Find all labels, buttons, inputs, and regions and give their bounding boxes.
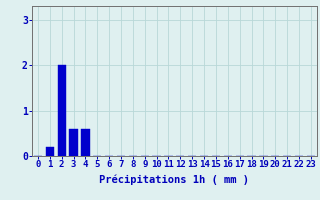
Bar — [46, 147, 54, 156]
X-axis label: Précipitations 1h ( mm ): Précipitations 1h ( mm ) — [100, 175, 249, 185]
Bar — [69, 129, 78, 156]
Bar — [58, 65, 66, 156]
Bar — [81, 129, 90, 156]
